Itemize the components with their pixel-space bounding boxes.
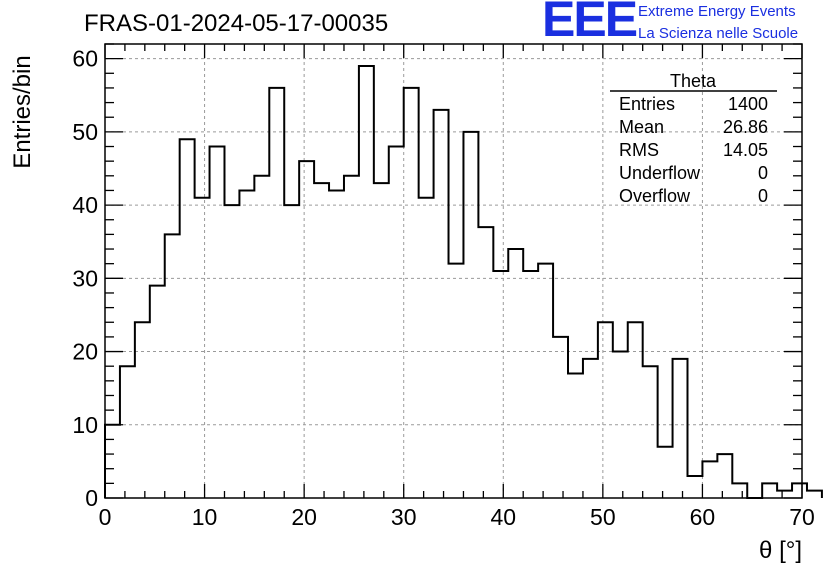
y-tick-label: 20 [72,339,98,365]
histogram-bin [702,461,717,498]
histogram-bin [643,366,658,498]
logo-caption-line2: La Scienza nelle Scuole [638,25,799,42]
y-tick-label: 60 [72,46,98,72]
histogram-bin [807,491,822,498]
histogram-bin [254,176,269,498]
histogram-bin [299,161,314,498]
x-tick-label: 20 [291,504,317,530]
histogram-bin [717,454,732,498]
histogram-bin [777,491,792,498]
x-tick-label: 0 [99,504,112,530]
x-tick-label: 10 [192,504,218,530]
histogram-bin [284,205,299,498]
histogram-bin [613,352,628,498]
stats-label-entries: Entries [619,94,675,114]
stats-value-entries: 1400 [728,94,768,114]
eee-logo: EEE [542,0,638,47]
histogram-bin [762,483,777,498]
x-axis-label: θ [°] [759,537,802,564]
histogram-bin [374,183,389,498]
histogram-bin [329,190,344,498]
tick-labels: 0 10 20 30 40 50 60 70 0 10 20 30 40 50 60 [72,46,814,530]
stats-value-rms: 14.05 [723,140,768,160]
stats-value-mean: 26.86 [723,117,768,137]
histogram-bin [344,176,359,498]
x-tick-label: 50 [590,504,616,530]
histogram-bin [419,198,434,498]
histogram-bin [673,359,688,498]
histogram-bin [210,147,225,498]
histogram-bin [404,88,419,498]
histogram-bin [359,66,374,498]
histogram-bin [269,88,284,498]
histogram-bin [165,234,180,498]
plot-frame [104,43,803,499]
stats-label-underflow: Underflow [619,163,701,183]
histogram-bin [598,322,613,498]
histogram-bin [568,374,583,498]
histogram-bin [195,198,210,498]
histogram-bin [135,322,150,498]
histogram-bin [314,183,329,498]
axis-ticks [104,43,803,499]
stats-box: Theta Entries 1400 Mean 26.86 RMS 14.05 … [610,71,777,206]
stats-label-mean: Mean [619,117,664,137]
histogram-bin [224,205,239,498]
histogram-bin [239,190,254,498]
stats-label-overflow: Overflow [619,186,691,206]
x-tick-label: 60 [690,504,716,530]
x-tick-label: 30 [391,504,417,530]
histogram-bin [628,322,643,498]
histogram-bars [105,66,822,498]
histogram-bin [583,359,598,498]
histogram-bin [120,366,135,498]
y-tick-label: 30 [72,265,98,291]
histogram-bin [732,483,747,498]
histogram-bin [463,132,478,498]
histogram-bin [389,147,404,498]
plot-title: FRAS-01-2024-05-17-00035 [84,10,389,37]
histogram-bin [553,337,568,498]
histogram-bin [150,286,165,498]
x-tick-label: 40 [490,504,516,530]
histogram-bin [538,264,553,498]
histogram-bin [687,476,702,498]
y-tick-label: 40 [72,192,98,218]
histogram-bin [523,271,538,498]
stats-box-title: Theta [670,71,717,91]
y-tick-label: 0 [85,485,98,511]
y-tick-label: 10 [72,412,98,438]
histogram-bin [508,249,523,498]
x-tick-label: 70 [789,504,815,530]
histogram-bin [449,264,464,498]
stats-value-overflow: 0 [758,186,768,206]
grid-lines [105,44,802,498]
histogram-bin [493,271,508,498]
histogram-bin [105,425,120,498]
histogram-bin [180,139,195,498]
y-tick-label: 50 [72,119,98,145]
y-axis-label: Entries/bin [9,55,36,168]
histogram-bin [658,447,673,498]
histogram-outline [104,64,823,499]
histogram-bin [478,227,493,498]
histogram-bin [434,110,449,498]
logo-caption-line1: Extreme Energy Events [638,3,796,20]
stats-value-underflow: 0 [758,163,768,183]
stats-label-rms: RMS [619,140,659,160]
histogram-bin [792,483,807,498]
